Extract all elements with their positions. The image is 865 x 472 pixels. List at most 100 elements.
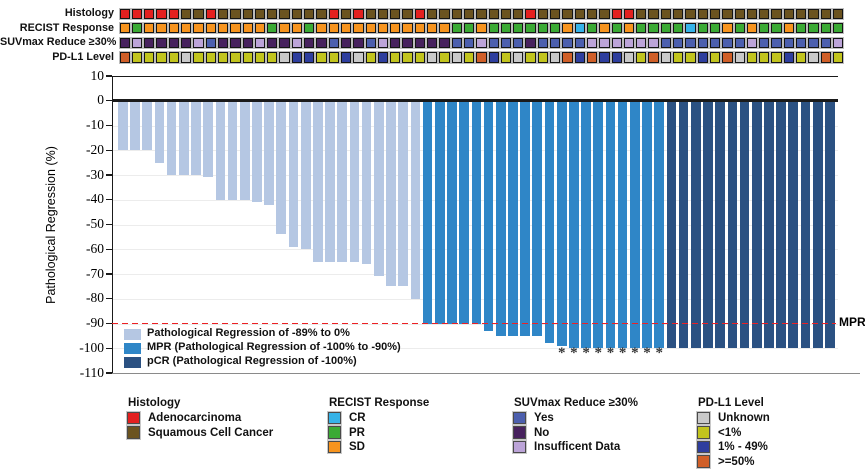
legend-item-swatch: [327, 410, 342, 425]
annotation-cell-histology: [390, 8, 401, 19]
patient-bar: [313, 100, 323, 262]
annotation-cell-histology: [205, 8, 216, 19]
annotation-cell-recist_response: [636, 23, 647, 34]
annotation-cell-histology: [340, 8, 352, 19]
legend-item-label: >=50%: [718, 455, 755, 468]
annotation-cell-histology: [168, 8, 180, 19]
annotation-cell-pdl1_level: [402, 52, 413, 63]
annotation-cell-suvmax_reduce: [660, 37, 672, 49]
y-axis-line: [112, 76, 114, 373]
annotation-cell-histology: [709, 8, 721, 19]
annotation-cell-recist_response: [796, 23, 807, 34]
annotation-cell-pdl1_level: [623, 52, 635, 63]
patient-bar: [252, 100, 262, 203]
annotation-cell-recist_response: [648, 23, 659, 34]
annotation-cell-suvmax_reduce: [648, 37, 659, 49]
annotation-cell-suvmax_reduce: [230, 37, 241, 49]
asterisk-marker: *: [570, 345, 578, 361]
annotation-cell-suvmax_reduce: [611, 37, 622, 49]
annotation-cell-pdl1_level: [156, 52, 167, 63]
annotation-cell-pdl1_level: [267, 52, 278, 63]
annotation-cell-recist_response: [242, 23, 253, 34]
legend-group-title: Histology: [128, 396, 181, 409]
legend-item-label: SD: [349, 441, 365, 454]
patient-bar: [410, 100, 421, 299]
annotation-cell-pdl1_level: [660, 52, 672, 63]
annotation-cell-suvmax_reduce: [291, 37, 303, 49]
annotation-cell-recist_response: [697, 23, 708, 34]
plot-legend-label: pCR (Pathological Regression of -100%): [147, 355, 357, 368]
annotation-cell-suvmax_reduce: [734, 37, 745, 49]
annotation-cell-pdl1_level: [562, 52, 573, 63]
patient-bar: [569, 100, 579, 349]
patient-bar: [483, 100, 494, 331]
y-tick-label: -70: [86, 265, 104, 281]
patient-bar: [751, 100, 762, 349]
y-tick-label: -110: [79, 364, 104, 380]
annotation-cell-recist_response: [230, 23, 241, 34]
annotation-cell-pdl1_level: [783, 52, 795, 63]
annotation-cell-suvmax_reduce: [427, 37, 438, 49]
annotation-cell-suvmax_reduce: [365, 37, 376, 49]
annotation-cell-pdl1_level: [513, 52, 524, 63]
annotation-cell-suvmax_reduce: [746, 37, 758, 49]
annotation-cell-suvmax_reduce: [574, 37, 585, 49]
legend-item-label: Yes: [534, 412, 554, 424]
annotation-cell-suvmax_reduce: [144, 37, 155, 49]
annotation-cell-pdl1_level: [242, 52, 253, 63]
annotation-cell-suvmax_reduce: [328, 37, 339, 49]
y-tick-mark: [106, 347, 112, 349]
annotation-cell-recist_response: [119, 23, 130, 34]
patient-bar: [544, 100, 555, 344]
patient-bar: [154, 100, 165, 163]
annotation-cell-suvmax_reduce: [131, 37, 143, 49]
asterisk-marker: *: [631, 345, 639, 361]
annotation-cell-recist_response: [611, 23, 622, 34]
annotation-cell-pdl1_level: [365, 52, 376, 63]
patient-bar: [142, 100, 153, 151]
annotation-cell-recist_response: [476, 23, 487, 34]
annotation-cell-recist_response: [463, 23, 475, 34]
y-tick-label: -80: [86, 290, 104, 306]
annotation-cell-suvmax_reduce: [414, 37, 426, 49]
annotation-cell-histology: [476, 8, 487, 19]
annotation-cell-histology: [156, 8, 167, 19]
annotation-cell-pdl1_level: [574, 52, 585, 63]
annotation-cell-recist_response: [513, 23, 524, 34]
annotation-cell-recist_response: [144, 23, 155, 34]
y-tick-label: -60: [86, 240, 104, 256]
annotation-cell-suvmax_reduce: [181, 37, 192, 49]
annotation-cell-histology: [746, 8, 758, 19]
annotation-cell-pdl1_level: [328, 52, 339, 63]
legend-item-swatch: [696, 454, 711, 469]
legend-group-title: RECIST Response: [329, 396, 430, 409]
annotation-cell-pdl1_level: [427, 52, 438, 63]
legend-item-label: 1% - 49%: [718, 441, 768, 454]
patient-bar: [678, 100, 689, 349]
annotation-cell-pdl1_level: [131, 52, 143, 63]
y-tick-label: -90: [86, 315, 104, 330]
patient-bar: [556, 100, 567, 346]
annotation-cell-histology: [402, 8, 413, 19]
annotation-cell-suvmax_reduce: [353, 37, 364, 49]
y-tick-mark: [106, 322, 112, 325]
annotation-cell-recist_response: [193, 23, 204, 34]
legend-item-swatch: [512, 425, 527, 440]
annotation-label-pdl1_level: PD-L1 Level: [52, 50, 114, 63]
annotation-cell-recist_response: [525, 23, 536, 34]
annotation-cell-recist_response: [156, 23, 167, 34]
annotation-cell-suvmax_reduce: [562, 37, 573, 49]
annotation-cell-suvmax_reduce: [279, 37, 290, 49]
y-tick-mark: [106, 273, 112, 275]
annotation-cell-recist_response: [599, 23, 610, 34]
annotation-cell-recist_response: [340, 23, 352, 34]
patient-bar: [215, 100, 226, 200]
annotation-cell-recist_response: [414, 23, 426, 34]
patient-bar: [239, 100, 250, 200]
annotation-cell-recist_response: [709, 23, 721, 34]
patient-bar: [337, 100, 348, 262]
annotation-cell-pdl1_level: [586, 52, 598, 63]
annotation-cell-pdl1_level: [205, 52, 216, 63]
y-tick-mark: [106, 100, 112, 102]
y-tick-mark: [106, 149, 112, 151]
